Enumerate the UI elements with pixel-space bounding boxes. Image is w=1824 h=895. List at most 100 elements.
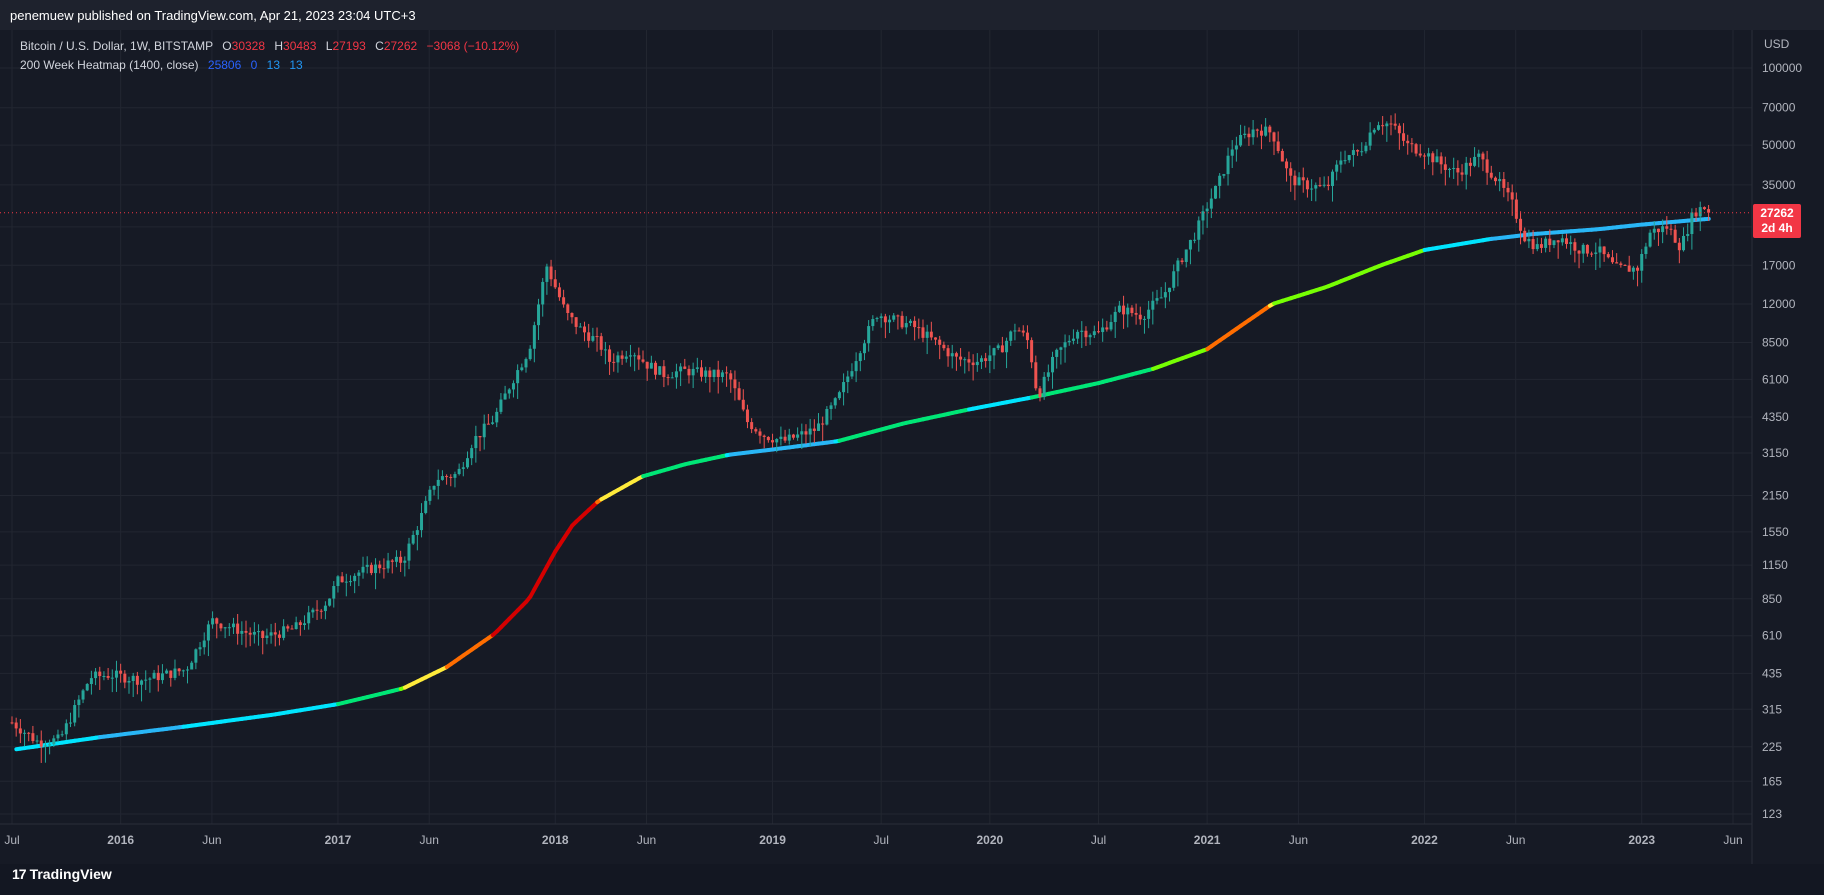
candle-body — [1138, 314, 1142, 320]
candle-body — [892, 315, 896, 320]
candle-body — [766, 436, 770, 441]
candle-body — [1669, 228, 1673, 230]
candle-body — [1477, 153, 1481, 157]
candle-body — [89, 678, 93, 685]
candle-body — [1071, 338, 1075, 341]
candle-body — [94, 671, 98, 679]
candle-body — [754, 429, 758, 432]
time-tick-label: Jun — [202, 833, 221, 847]
price-tick-label: 315 — [1762, 702, 1782, 716]
candle-body — [963, 359, 967, 361]
candle-body — [1577, 250, 1581, 254]
legend-ohlc[interactable]: Bitcoin / U.S. Dollar, 1W, BITSTAMP O303… — [20, 39, 519, 53]
candle-body — [1151, 300, 1155, 310]
candle-body — [925, 331, 929, 338]
candle-body — [257, 631, 261, 633]
candle-body — [1109, 322, 1113, 330]
candle-body — [1410, 143, 1414, 145]
time-tick-label: Jul — [1091, 833, 1106, 847]
candle-body — [954, 353, 958, 357]
indicator-value-2: 0 — [250, 58, 258, 72]
candle-body — [323, 605, 327, 612]
candle-body — [148, 678, 152, 680]
tradingview-brand[interactable]: 17 TradingView — [12, 866, 112, 882]
candle-body — [432, 485, 436, 490]
candle-body — [1055, 349, 1059, 357]
candle-body — [1218, 175, 1222, 186]
candle-body — [1531, 239, 1535, 250]
time-tick-label: 2022 — [1411, 833, 1438, 847]
candle-body — [1602, 246, 1606, 255]
candle-body — [194, 649, 198, 663]
candle-body — [800, 431, 804, 435]
candle-body — [507, 389, 511, 394]
candle-body — [369, 564, 373, 574]
chart-svg[interactable]: 123 165 225 315 435 610 850 1150 1550 2150 3150 435… — [0, 30, 1824, 864]
candle-body — [921, 327, 925, 338]
price-tick-label: 35000 — [1762, 178, 1796, 192]
candle-body — [273, 632, 277, 635]
candle-body — [1184, 249, 1188, 262]
candle-body — [1644, 246, 1648, 255]
candle-body — [858, 353, 862, 362]
candle-body — [846, 376, 850, 383]
candle-body — [1147, 309, 1151, 319]
candle-body — [783, 436, 787, 441]
candle-body — [1636, 267, 1640, 271]
candle-body — [1176, 260, 1180, 272]
candle-body — [967, 359, 971, 363]
candle-body — [624, 356, 628, 359]
candle-body — [867, 326, 871, 344]
candle-body — [77, 699, 81, 706]
candle-body — [1034, 362, 1038, 389]
candle-body — [127, 681, 131, 683]
publish-line: penemuew published on TradingView.com, A… — [10, 8, 416, 23]
candle-body — [691, 368, 695, 376]
price-tick-label: 435 — [1762, 666, 1782, 680]
candle-body — [716, 369, 720, 377]
candle-body — [219, 623, 223, 629]
candle-body — [98, 671, 102, 677]
candle-body — [842, 382, 846, 393]
candle-body — [303, 623, 307, 626]
candle-body — [202, 640, 206, 648]
candle-body — [1305, 180, 1309, 190]
candle-body — [56, 734, 60, 739]
candle-body — [837, 392, 841, 399]
candle-body — [988, 355, 992, 362]
candle-body — [277, 634, 281, 638]
candle-body — [140, 680, 144, 685]
candle-body — [319, 610, 323, 612]
candle-body — [340, 576, 344, 583]
candle-body — [1464, 162, 1468, 175]
candle-body — [457, 468, 461, 475]
time-tick-label: Jun — [1289, 833, 1308, 847]
candle-body — [1393, 123, 1397, 126]
candle-body — [424, 500, 428, 513]
candle-body — [745, 409, 749, 423]
candle-body — [311, 609, 315, 613]
candle-body — [160, 673, 164, 681]
candle-body — [1197, 220, 1201, 240]
candle-body — [135, 675, 139, 685]
candle-body — [374, 564, 378, 574]
candle-body — [102, 675, 106, 677]
candle-body — [1264, 126, 1268, 136]
candle-body — [654, 362, 658, 375]
candle-body — [265, 635, 269, 639]
candle-body — [854, 361, 858, 372]
candle-body — [165, 670, 169, 674]
time-tick-label: 2023 — [1628, 833, 1655, 847]
candle-body — [449, 476, 453, 478]
price-tick-label: 12000 — [1762, 297, 1796, 311]
candle-body — [704, 370, 708, 377]
chart-area[interactable]: 123 165 225 315 435 610 850 1150 1550 2150 3150 435… — [0, 30, 1824, 864]
candle-body — [1623, 264, 1627, 266]
candle-body — [875, 318, 879, 320]
candle-body — [1314, 185, 1318, 189]
candle-body — [282, 626, 286, 638]
candle-body — [1489, 172, 1493, 178]
candle-body — [1694, 212, 1698, 217]
legend-indicator[interactable]: 200 Week Heatmap (1400, close) 25806 0 1… — [20, 58, 303, 72]
candle-body — [1105, 327, 1109, 330]
